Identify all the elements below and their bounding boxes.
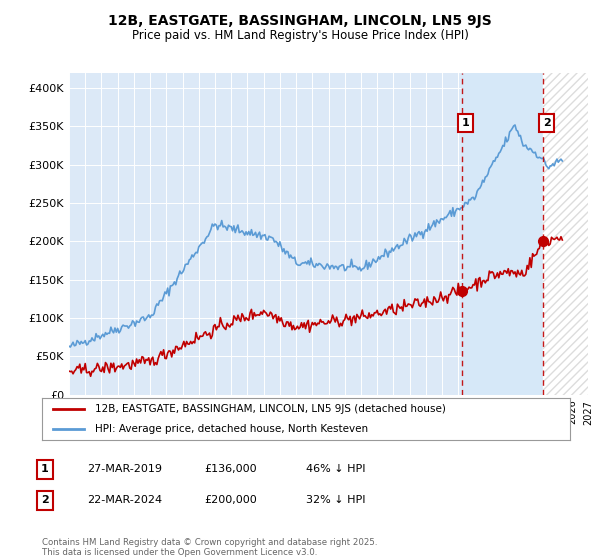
Bar — [544, 73, 588, 395]
Text: 22-MAR-2024: 22-MAR-2024 — [87, 495, 162, 505]
Text: 2: 2 — [543, 118, 551, 128]
Text: 12B, EASTGATE, BASSINGHAM, LINCOLN, LN5 9JS (detached house): 12B, EASTGATE, BASSINGHAM, LINCOLN, LN5 … — [95, 404, 446, 414]
Bar — [463, 73, 544, 395]
Text: 1: 1 — [461, 118, 469, 128]
Text: HPI: Average price, detached house, North Kesteven: HPI: Average price, detached house, Nort… — [95, 424, 368, 434]
Bar — [544, 73, 588, 395]
Text: £136,000: £136,000 — [204, 464, 257, 474]
Text: 12B, EASTGATE, BASSINGHAM, LINCOLN, LN5 9JS: 12B, EASTGATE, BASSINGHAM, LINCOLN, LN5 … — [108, 14, 492, 28]
Text: 32% ↓ HPI: 32% ↓ HPI — [306, 495, 365, 505]
Text: Price paid vs. HM Land Registry's House Price Index (HPI): Price paid vs. HM Land Registry's House … — [131, 29, 469, 42]
Text: Contains HM Land Registry data © Crown copyright and database right 2025.
This d: Contains HM Land Registry data © Crown c… — [42, 538, 377, 557]
Bar — [544, 73, 588, 395]
Text: 27-MAR-2019: 27-MAR-2019 — [87, 464, 162, 474]
Text: 1: 1 — [41, 464, 49, 474]
Text: 2: 2 — [41, 495, 49, 505]
Text: £200,000: £200,000 — [204, 495, 257, 505]
Text: 46% ↓ HPI: 46% ↓ HPI — [306, 464, 365, 474]
